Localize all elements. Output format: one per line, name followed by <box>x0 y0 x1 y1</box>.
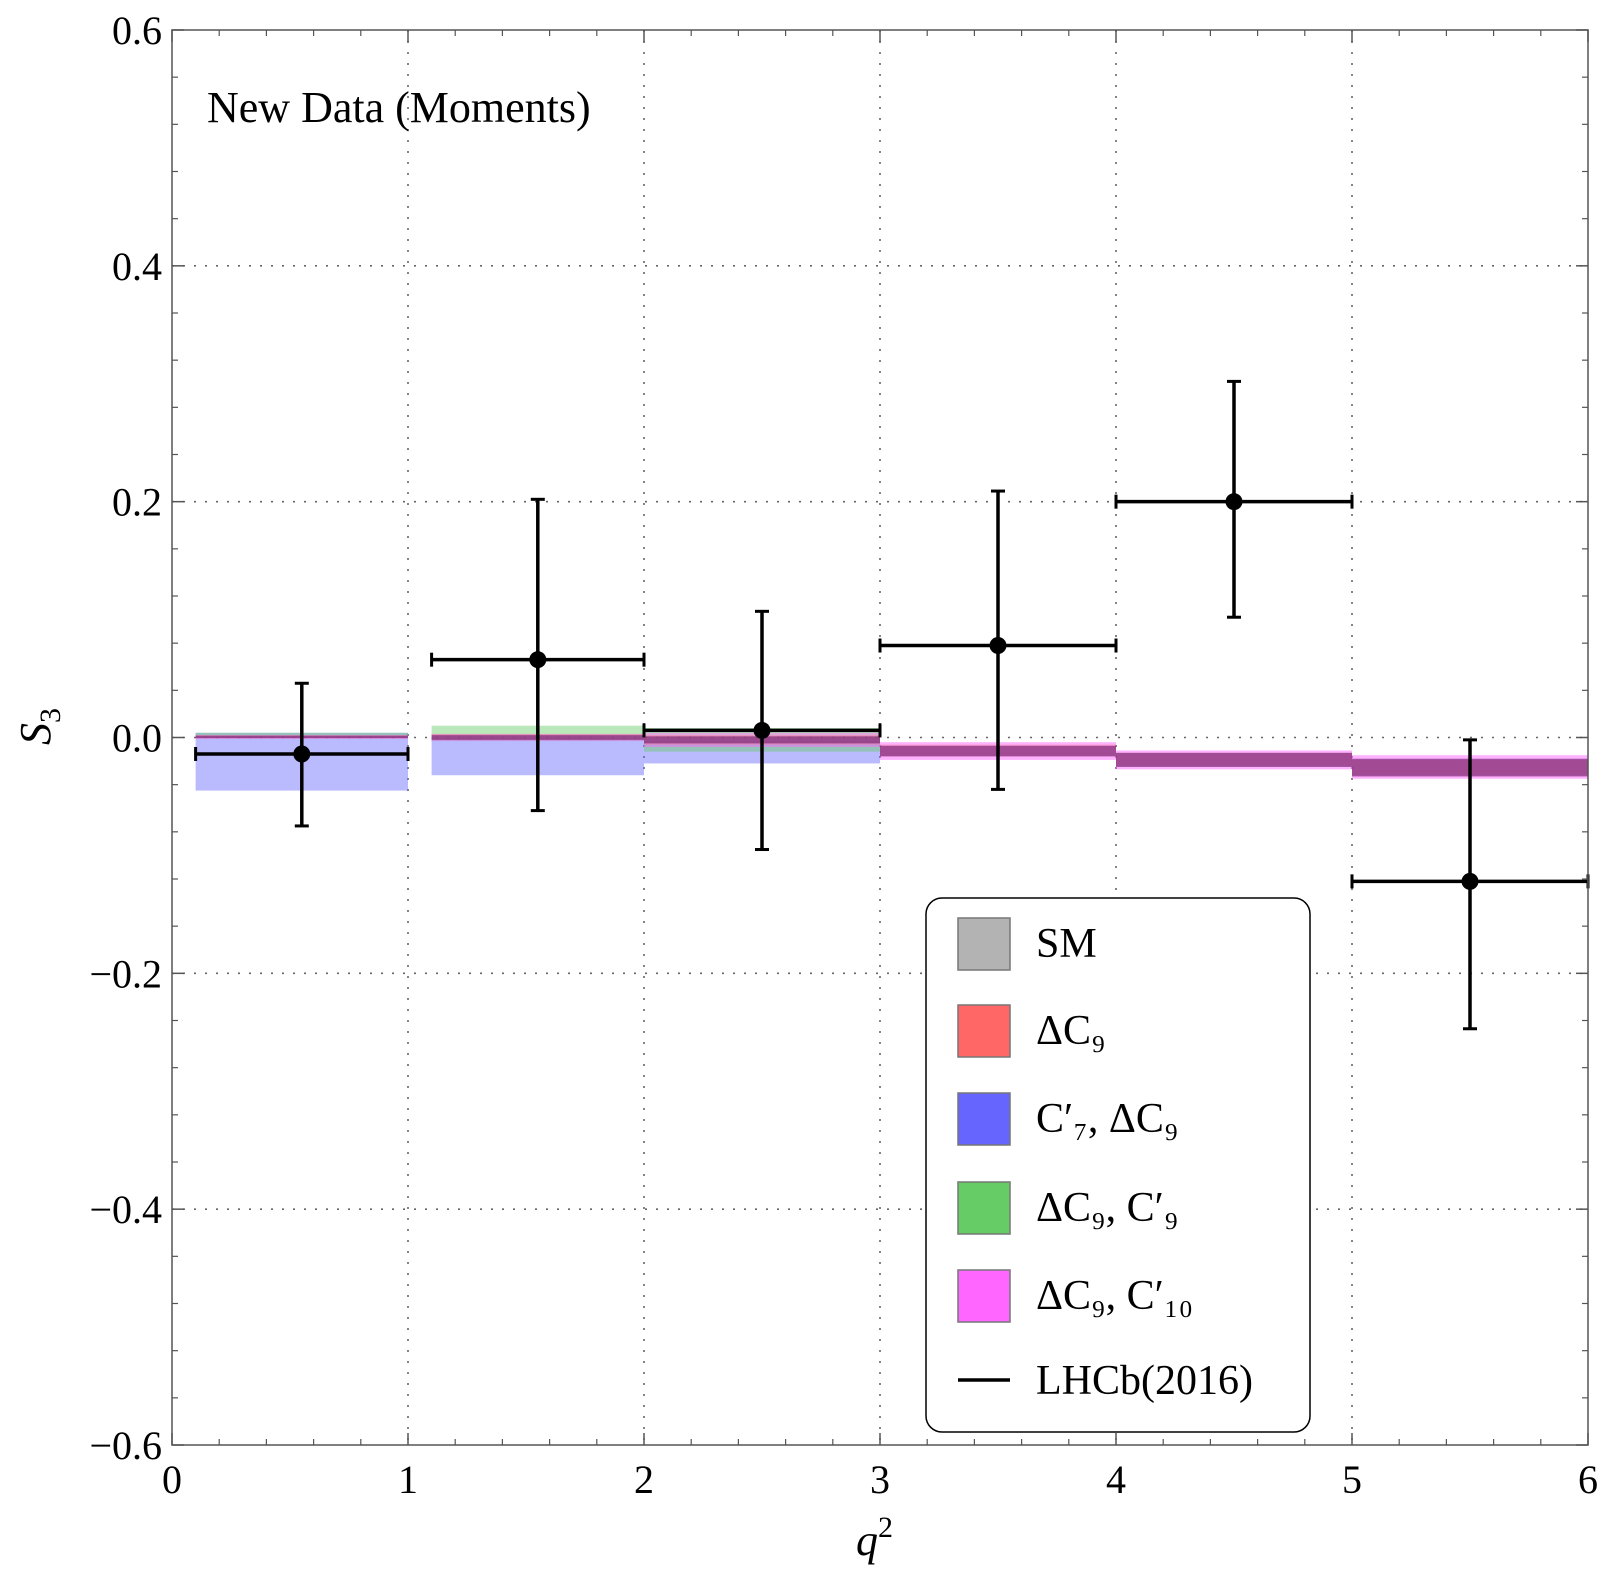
legend: SM ΔC₉ C′₇, ΔC₉ ΔC₉, C′₉ ΔC₉, C′₁₀ LHCb(2016) <box>925 897 1311 1433</box>
x-tick-label: 2 <box>634 1457 654 1502</box>
legend-label-lhcb: LHCb(2016) <box>1036 1358 1253 1404</box>
y-tick-label: −0.6 <box>89 1423 162 1468</box>
x-axis-label: q2 <box>856 1511 893 1565</box>
y-tick-label: 0.4 <box>112 244 162 289</box>
y-tick-label: 0.0 <box>112 716 162 761</box>
legend-swatch-c9p <box>957 1181 1011 1235</box>
x-tick-label: 0 <box>162 1457 182 1502</box>
legend-swatch-c10p <box>957 1269 1011 1323</box>
legend-label-c9p: ΔC₉, C′₉ <box>1036 1185 1179 1231</box>
x-tick-label: 6 <box>1578 1457 1598 1502</box>
lhcb-data-point <box>293 745 311 763</box>
prediction-bands <box>195 725 1588 791</box>
lhcb-data-point <box>989 637 1007 655</box>
legend-swatch-c7 <box>957 1092 1011 1146</box>
legend-label-c7: C′₇, ΔC₉ <box>1036 1096 1179 1142</box>
lhcb-data-point <box>753 721 771 739</box>
axis-ticks: 0 1 2 3 4 5 6 −0.6 −0.4 −0.2 0.0 0.2 0.4 0.6 <box>89 8 1598 1502</box>
lhcb-data-point <box>1225 493 1243 511</box>
legend-swatch-sm <box>957 917 1011 971</box>
panel-annotation: New Data (Moments) <box>207 83 591 132</box>
x-tick-label: 1 <box>398 1457 418 1502</box>
y-tick-label: −0.2 <box>89 951 162 996</box>
y-axis-label: S3 <box>11 708 67 745</box>
lhcb-data-point <box>529 651 547 669</box>
legend-label-sm: SM <box>1036 921 1097 967</box>
x-tick-label: 3 <box>870 1457 890 1502</box>
x-tick-label: 4 <box>1106 1457 1126 1502</box>
lhcb-data-point <box>1461 872 1479 890</box>
lhcb-data-points <box>194 379 1590 1031</box>
band-sm <box>1116 752 1352 767</box>
x-tick-label: 5 <box>1342 1457 1362 1502</box>
legend-swatch-dc9 <box>957 1004 1011 1058</box>
y-tick-label: 0.2 <box>112 480 162 525</box>
legend-label-c10p: ΔC₉, C′₁₀ <box>1036 1273 1193 1319</box>
legend-frame <box>925 897 1311 1433</box>
y-tick-label: −0.4 <box>89 1187 162 1232</box>
legend-label-dc9: ΔC₉ <box>1036 1008 1106 1054</box>
y-tick-label: 0.6 <box>112 8 162 53</box>
